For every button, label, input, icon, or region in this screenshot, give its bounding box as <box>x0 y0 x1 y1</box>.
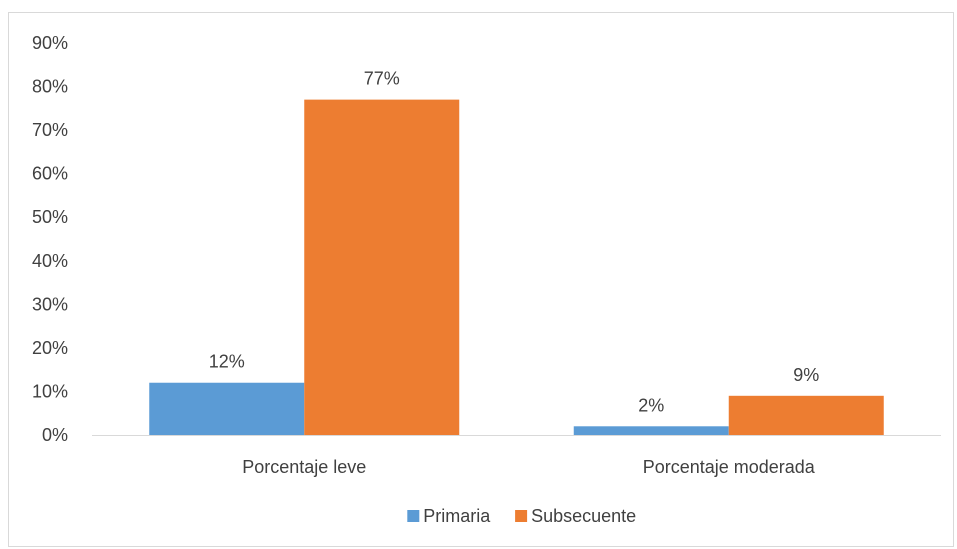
legend-label-primaria: Primaria <box>423 506 491 526</box>
data-label: 77% <box>364 69 400 89</box>
bar-subsecuente-1 <box>304 99 460 435</box>
y-tick-label: 0% <box>42 425 68 445</box>
chart-frame <box>8 12 954 547</box>
y-tick-label: 90% <box>32 33 68 53</box>
x-tick-label: Porcentaje leve <box>242 457 366 477</box>
y-tick-label: 50% <box>32 207 68 227</box>
legend-swatch-subsecuente <box>515 510 528 522</box>
data-labels: 12% 77% 2% 9% <box>209 69 820 416</box>
data-label: 2% <box>638 395 664 415</box>
x-tick-label: Porcentaje moderada <box>643 457 816 477</box>
x-axis: Porcentaje leve Porcentaje moderada <box>242 457 816 477</box>
y-tick-label: 10% <box>32 381 68 401</box>
legend: Primaria Subsecuente <box>407 506 636 526</box>
y-tick-label: 40% <box>32 251 68 271</box>
bar-primaria-2 <box>573 426 729 435</box>
y-tick-label: 80% <box>32 77 68 97</box>
bars <box>149 99 884 435</box>
y-tick-label: 70% <box>32 120 68 140</box>
y-tick-label: 30% <box>32 294 68 314</box>
y-tick-label: 60% <box>32 164 68 184</box>
y-axis: 0% 10% 20% 30% 40% 50% 60% 70% 80% 90% <box>32 33 68 445</box>
bar-primaria-1 <box>149 382 305 435</box>
legend-swatch-primaria <box>407 510 420 522</box>
data-label: 12% <box>209 352 245 372</box>
data-label: 9% <box>793 365 819 385</box>
legend-label-subsecuente: Subsecuente <box>531 506 636 526</box>
bar-subsecuente-2 <box>728 395 884 435</box>
y-tick-label: 20% <box>32 338 68 358</box>
